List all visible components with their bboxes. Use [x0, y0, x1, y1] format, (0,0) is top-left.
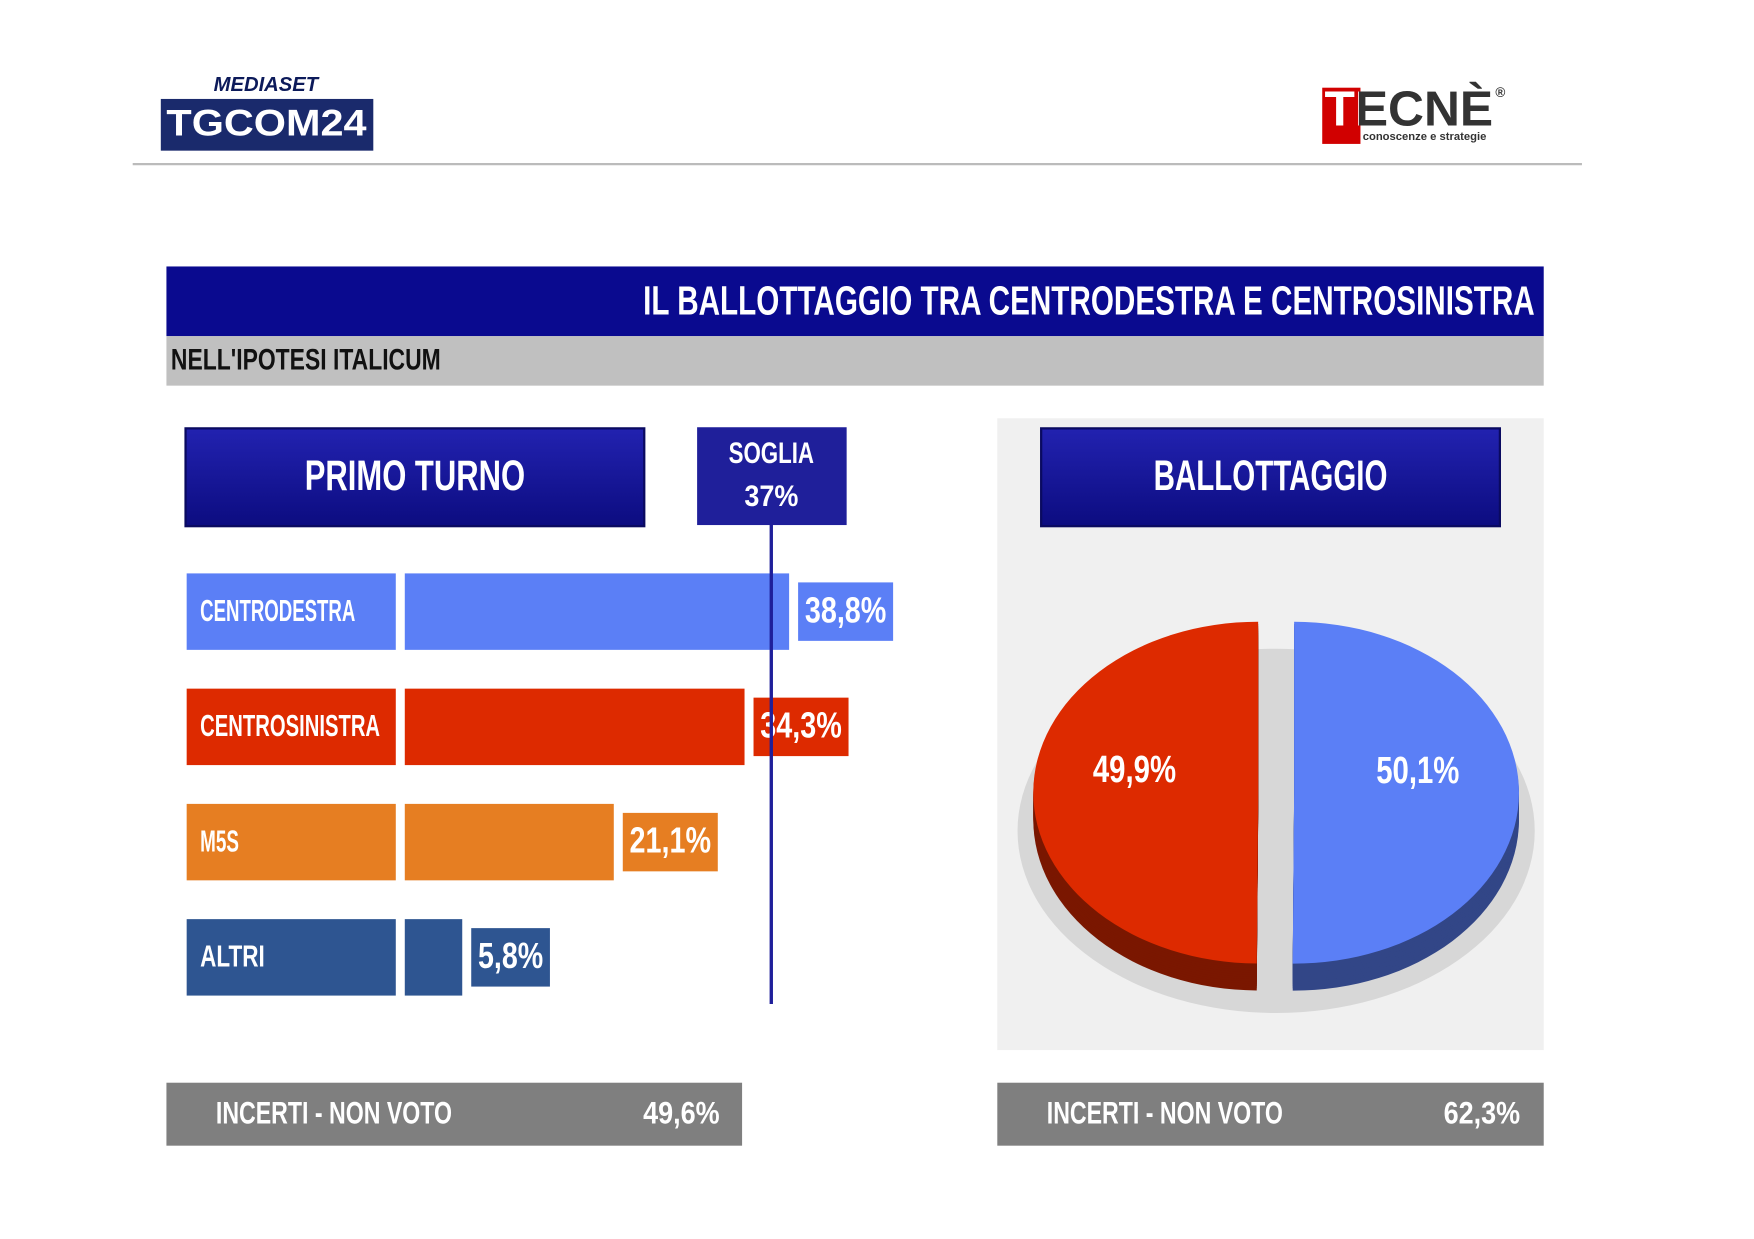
title-bar — [166, 266, 1544, 337]
value-label-box — [753, 697, 849, 757]
channel-logo: TGCOM24 — [166, 102, 367, 144]
footer-box — [997, 1082, 1544, 1146]
value-label: 50,1% — [1376, 749, 1459, 792]
value-label: 49,9% — [1093, 748, 1176, 791]
category-label: CENTRODESTRA — [200, 595, 355, 628]
pollster-logo-bg — [1322, 87, 1361, 144]
bar — [404, 688, 745, 766]
value-label: 38,8% — [805, 589, 887, 630]
category-box — [186, 688, 396, 766]
bar — [404, 803, 614, 881]
title: IL BALLOTTAGGIO TRA CENTRODESTRA E CENTR… — [643, 277, 1535, 323]
threshold-box — [697, 427, 847, 526]
footer-label: INCERTI - NON VOTO — [1047, 1096, 1283, 1131]
value-label: 21,1% — [630, 820, 712, 861]
subtitle-bar — [166, 336, 1544, 386]
value-label-box — [622, 812, 718, 872]
pie-slice — [1292, 621, 1519, 964]
footer-value: 49,6% — [643, 1096, 719, 1131]
pollster-tagline: conoscenze e strategie — [1363, 131, 1487, 143]
subtitle: NELL'IPOTESI ITALICUM — [171, 345, 441, 377]
pie-title: BALLOTTAGGIO — [1154, 452, 1388, 500]
pie-title-box — [1040, 427, 1501, 528]
category-box — [186, 803, 396, 881]
category-label: CENTROSINISTRA — [200, 710, 380, 743]
category-label: ALTRI — [200, 940, 265, 973]
value-label: 5,8% — [478, 935, 543, 976]
footer-box — [166, 1082, 743, 1146]
footer-value: 62,3% — [1444, 1096, 1520, 1131]
bar-title-box — [184, 427, 646, 528]
category-box — [186, 573, 396, 650]
threshold-name: SOGLIA — [729, 438, 814, 470]
bar — [404, 919, 463, 996]
bar-title: PRIMO TURNO — [305, 452, 525, 500]
value-label-box — [471, 928, 550, 987]
footer-label: INCERTI - NON VOTO — [216, 1096, 452, 1131]
value-label-box — [798, 582, 894, 641]
pollster-logo: TECNÈ — [1324, 80, 1493, 136]
threshold-label: 37% — [744, 481, 798, 513]
pollster-mark: ® — [1495, 85, 1505, 100]
value-label: 34,3% — [760, 704, 842, 745]
category-box — [186, 919, 396, 996]
bar — [404, 573, 790, 650]
network-logo: MEDIASET — [214, 74, 320, 96]
category-label: M5S — [200, 825, 239, 858]
channel-logo-bg — [160, 98, 374, 151]
pie-slice — [1033, 621, 1259, 964]
